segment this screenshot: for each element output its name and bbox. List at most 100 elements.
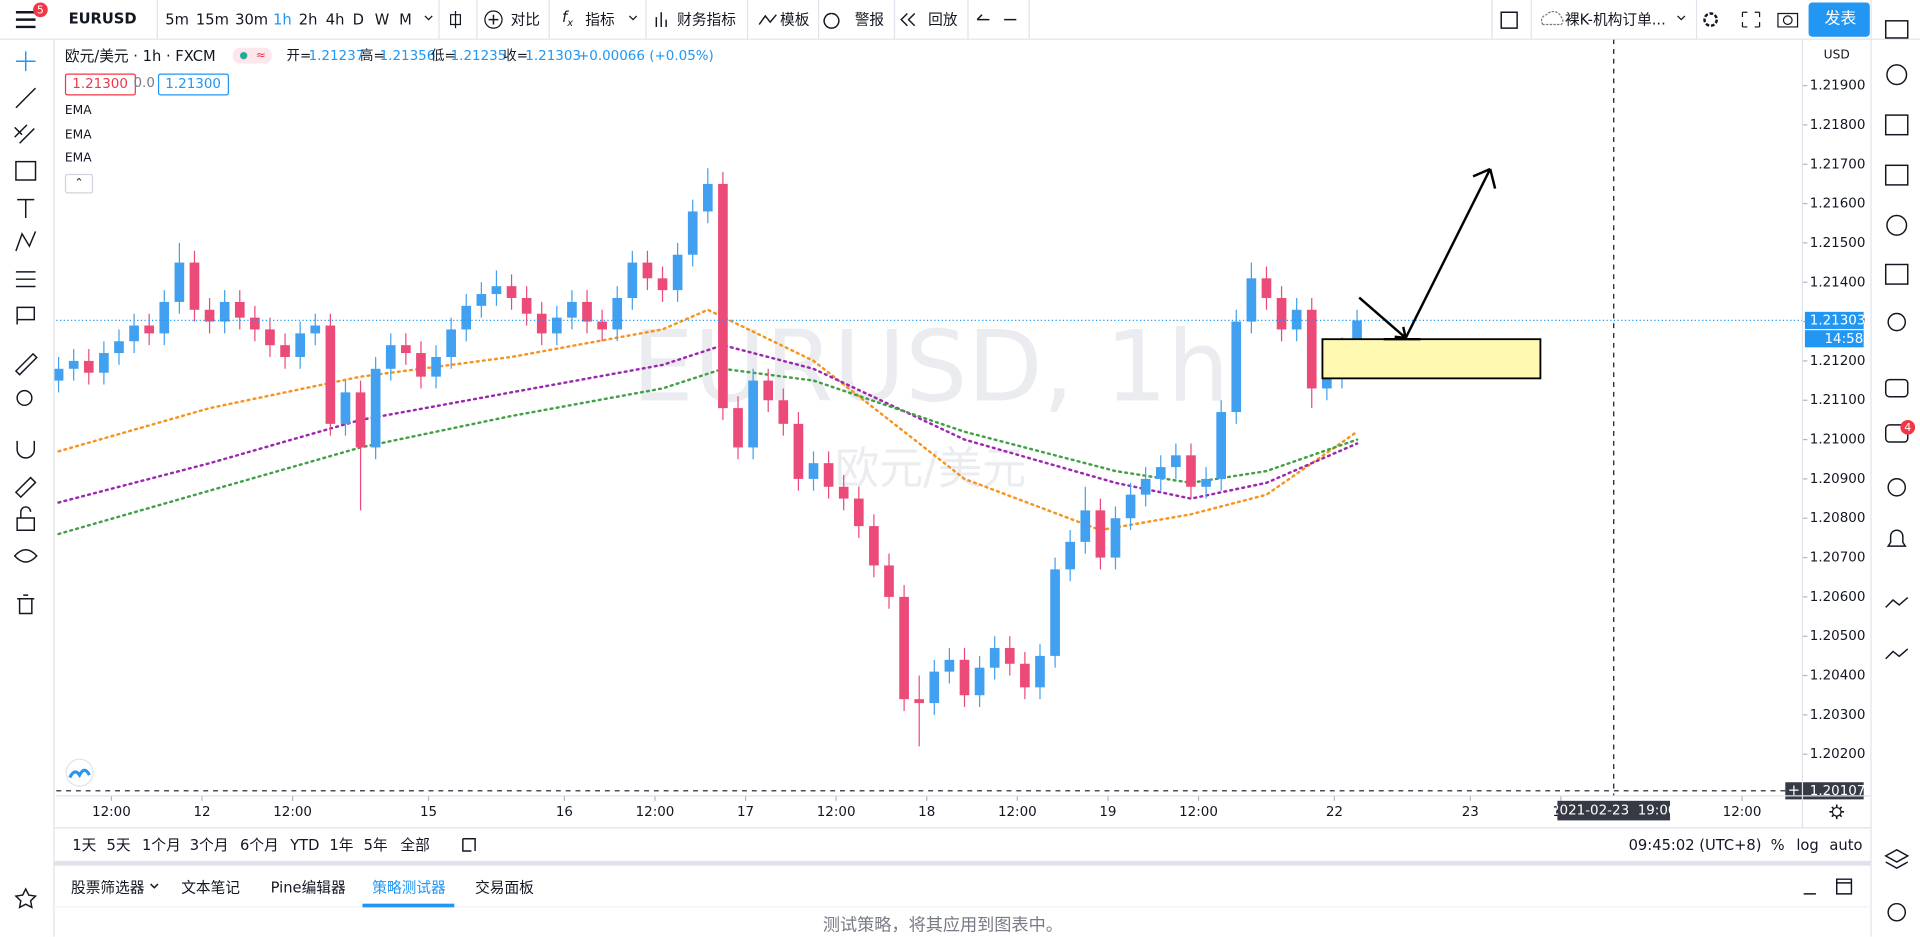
interval-button[interactable]: 2h [298,11,318,29]
toolbar-icon[interactable] [1741,11,1799,28]
tool-icons[interactable] [16,306,36,325]
range-button[interactable]: 5天 [106,836,131,854]
y-tick-label: 1.20800 [1810,511,1866,526]
toolbar-icon[interactable] [424,11,1686,29]
tool-draw-mode[interactable] [14,476,37,499]
tool-crosshair[interactable] [15,51,36,72]
favorites[interactable] [14,887,38,909]
tool-text[interactable] [17,198,35,218]
interval-button[interactable]: D [352,11,364,29]
compare-icon[interactable] [484,10,503,29]
separator [1491,0,1493,40]
financials-button[interactable]: 财务指标 [677,11,736,29]
watermark: EURUSD, 1h [632,310,1230,424]
layers-icon[interactable] [1884,848,1910,870]
interval-button[interactable]: 1h [273,11,292,29]
range-button[interactable]: 1年 [329,836,354,854]
candle-body [853,498,864,527]
candle-body [974,667,985,696]
cloud-icon[interactable] [1540,10,1564,26]
help-icon[interactable] [1887,902,1907,922]
panel-tab[interactable]: Pine编辑器 [270,879,346,897]
tool-fork[interactable] [14,124,35,144]
range-button[interactable]: 1个月 [142,836,181,854]
candle-body [687,211,698,255]
data-window-icon[interactable] [1884,164,1909,186]
panel-controls[interactable] [1803,878,1853,895]
indicator-label[interactable]: EMA [64,104,92,118]
order-panel-icon[interactable] [1885,596,1909,660]
rectangle-drawing[interactable] [1321,338,1542,380]
collapse-button[interactable]: ⌃ [64,173,94,194]
percent-toggle[interactable]: % [1770,836,1785,854]
panel-tab[interactable]: 交易面板 [475,879,534,897]
streams-icon[interactable] [1887,478,1907,497]
toolbar-icon[interactable] [488,11,1518,29]
range-button[interactable]: 1天 [72,836,97,854]
log-toggle[interactable]: log [1796,836,1819,854]
hotlist-icon[interactable] [1886,214,1908,236]
chat-icon[interactable] [1884,378,1909,398]
tool-hide[interactable] [13,549,38,563]
indicator-label[interactable]: EMA [64,127,92,142]
tool-lock[interactable] [16,506,36,531]
range-button[interactable]: 6个月 [240,836,279,854]
x-tick-label: 12:00 [92,805,131,820]
notifications-icon[interactable] [1886,529,1907,547]
ideas-icon[interactable] [1887,312,1907,332]
tool-prediction[interactable] [15,271,36,288]
panel-icons[interactable] [150,838,476,889]
sell-price[interactable]: 1.21300 [64,73,136,96]
tool-shape[interactable] [15,160,37,181]
tool-measure[interactable] [14,352,38,376]
panel-tab[interactable]: 策略测试器 [372,879,446,897]
separator [746,0,749,40]
interval-button[interactable]: 4h [325,11,345,29]
settings-icon-center [1831,806,1842,817]
range-button[interactable]: YTD [290,836,320,854]
alert-button[interactable]: 警报 [854,11,885,29]
candle-body [1171,455,1181,468]
replay-button[interactable]: 回放 [928,11,958,29]
candle-body [431,356,441,377]
candle-body [355,392,366,448]
publish-button[interactable] [1808,2,1870,37]
range-button[interactable]: 5年 [363,836,388,854]
menu-icon[interactable] [15,11,36,29]
tool-remove[interactable] [17,594,35,615]
alerts-icon[interactable] [1886,64,1908,86]
range-button[interactable]: 3个月 [189,836,229,854]
panel-tab[interactable]: 股票筛选器 [71,879,145,897]
legend-label: 开= [286,47,312,64]
buy-price[interactable]: 1.21300 [157,73,229,96]
arrow-drawing[interactable] [1358,296,1421,341]
tool-pattern[interactable] [15,231,37,252]
symbol[interactable]: EURUSD [68,9,137,27]
interval-button[interactable]: 5m [165,11,189,29]
publish-label[interactable]: 发表 [1824,9,1857,29]
x-tick-label: 17 [737,805,754,820]
layout-name[interactable]: 裸K-机构订单... [1564,11,1666,29]
panel-tab[interactable]: 文本笔记 [181,879,241,897]
interval-button[interactable]: W [374,11,390,29]
calendar-icon[interactable] [1884,263,1909,285]
indicator-label[interactable]: EMA [64,151,92,166]
camera-icon[interactable] [1782,15,1793,26]
indicators-button[interactable]: 指标 [585,11,615,29]
interval-button[interactable]: M [399,11,412,29]
range-button[interactable]: 全部 [400,836,430,854]
tool-magnet[interactable] [16,440,36,459]
interval-button[interactable]: 15m [195,11,229,29]
y-tick-label: 1.21900 [1810,79,1866,94]
tool-line[interactable] [15,87,37,109]
watchlist-icon[interactable] [1884,20,1909,39]
templates-button[interactable]: 模板 [780,11,810,29]
compare-button[interactable]: 对比 [510,11,541,29]
tool-zoom[interactable] [16,389,33,407]
interval-button[interactable]: 30m [235,11,269,29]
auto-toggle[interactable]: auto [1829,836,1863,854]
news-icon[interactable] [1884,114,1909,136]
arrow-drawing[interactable] [1404,167,1497,339]
